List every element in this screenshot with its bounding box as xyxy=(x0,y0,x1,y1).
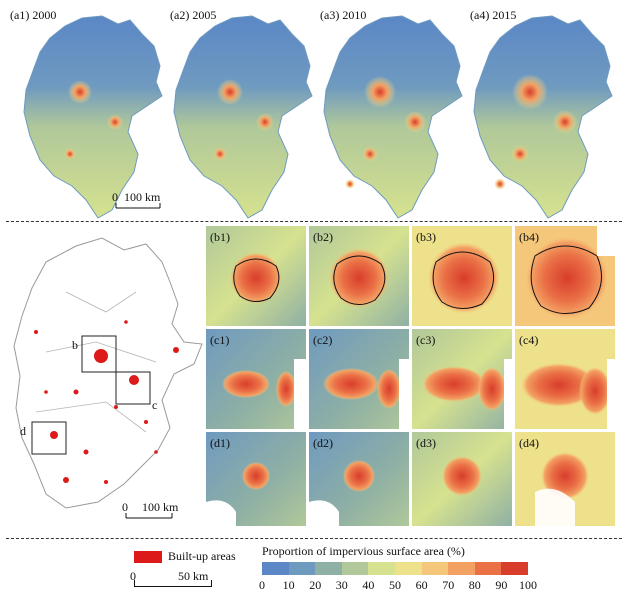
colorbar-title: Proportion of impervious surface area (%… xyxy=(262,544,465,558)
colorbar-segment xyxy=(421,562,449,575)
panel-label-c4: (c4) xyxy=(519,333,539,347)
colorbar-tick-label: 90 xyxy=(495,578,508,592)
panel-label-c2: (c2) xyxy=(313,333,333,347)
panel-label-d4: (d4) xyxy=(519,436,539,450)
colorbar-segment xyxy=(368,562,395,575)
colorbar-segment xyxy=(341,562,369,575)
legend-scale-bar xyxy=(134,580,212,587)
map-a2 xyxy=(173,15,313,219)
panel-label-a3: (a3) 2010 xyxy=(320,8,367,22)
legend-scale-zero: 0 xyxy=(130,569,136,583)
colorbar-segment xyxy=(474,562,502,575)
panel-label-a2: (a2) 2005 xyxy=(170,8,217,22)
legend-scale-distance: 50 km xyxy=(178,569,209,583)
colorbar-segment xyxy=(394,562,422,575)
panel-label-d1: (d1) xyxy=(210,436,230,450)
left-scale-distance: 100 km xyxy=(142,500,179,514)
top-scale-distance: 100 km xyxy=(124,190,161,204)
panel-label-d2: (d2) xyxy=(313,436,333,450)
box-label-b: b xyxy=(72,338,78,352)
colorbar-segment xyxy=(315,562,342,575)
top-row xyxy=(0,0,632,220)
colorbar-tick-label: 40 xyxy=(362,578,375,592)
colorbar-segment xyxy=(288,562,316,575)
colorbar-tick-label: 10 xyxy=(282,578,295,592)
builtup-legend-label: Built-up areas xyxy=(168,549,236,563)
panel-label-b4: (b4) xyxy=(519,230,539,244)
top-maps-svg xyxy=(23,15,613,219)
colorbar-tick-label: 20 xyxy=(309,578,322,592)
colorbar-tick-label: 100 xyxy=(519,578,537,592)
panel-label-b1: (b1) xyxy=(210,230,230,244)
map-a3 xyxy=(323,15,463,219)
zoom-grid xyxy=(206,226,616,526)
box-label-d: d xyxy=(20,424,26,438)
colorbar-tick-label: 30 xyxy=(335,578,348,592)
box-b xyxy=(81,335,117,373)
panel-label-c1: (c1) xyxy=(210,333,230,347)
map-a1 xyxy=(23,15,163,219)
box-d xyxy=(31,421,67,455)
colorbar-tick-label: 60 xyxy=(415,578,428,592)
left-scale-zero: 0 xyxy=(122,500,128,514)
builtup-map-svg xyxy=(13,237,203,519)
box-label-c: c xyxy=(152,398,158,412)
divider-bottom xyxy=(6,538,622,539)
top-scale-bar xyxy=(115,203,161,209)
colorbar-tick-label: 70 xyxy=(442,578,455,592)
map-a4 xyxy=(473,15,613,219)
panel-label-a4: (a4) 2015 xyxy=(470,8,517,22)
zoom-grid-svg xyxy=(206,226,615,526)
panel-label-c3: (c3) xyxy=(416,333,436,347)
top-scale-zero: 0 xyxy=(112,190,118,204)
colorbar-segment xyxy=(448,562,475,575)
panel-label-b3: (b3) xyxy=(416,230,436,244)
builtup-map xyxy=(6,232,206,532)
panel-label-b2: (b2) xyxy=(313,230,333,244)
panel-label-a1: (a1) 2000 xyxy=(10,8,57,22)
colorbar-segment xyxy=(262,562,289,575)
panel-label-d3: (d3) xyxy=(416,436,436,450)
colorbar-tick-label: 0 xyxy=(259,578,265,592)
colorbar xyxy=(262,562,528,575)
box-c xyxy=(115,371,151,405)
colorbar-tick-label: 50 xyxy=(389,578,401,592)
divider-top xyxy=(6,221,622,222)
builtup-swatch xyxy=(134,551,162,563)
colorbar-tick-label: 80 xyxy=(468,578,481,592)
colorbar-segment xyxy=(501,562,528,575)
